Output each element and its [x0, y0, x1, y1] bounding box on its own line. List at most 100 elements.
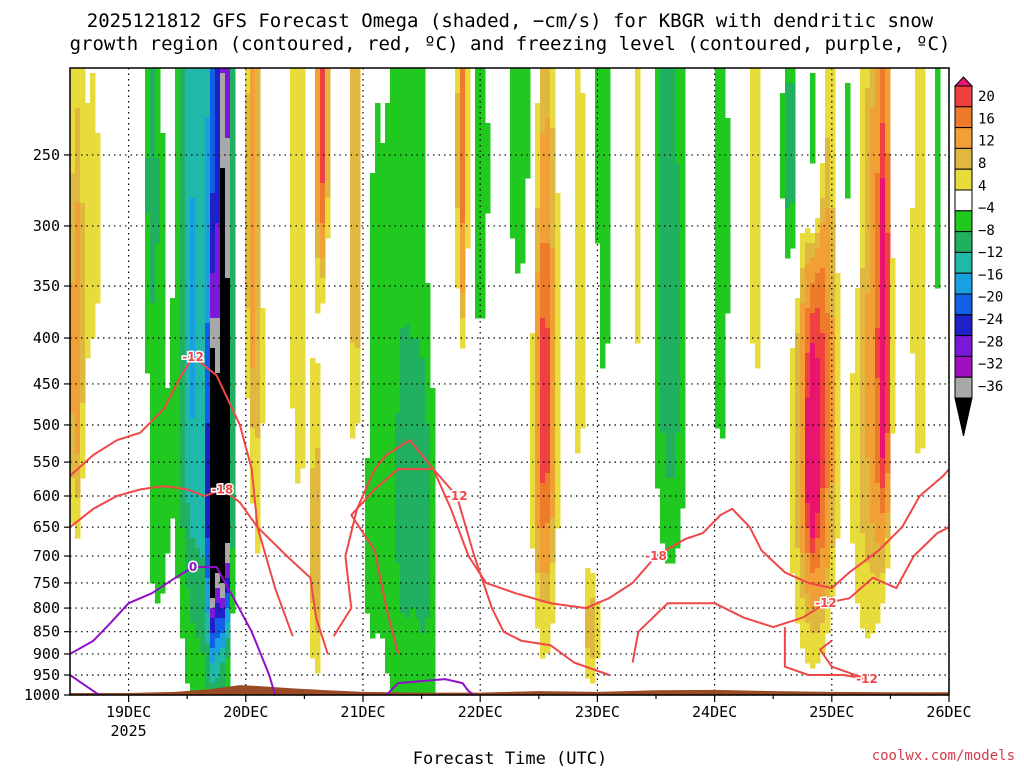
omega-cell [255, 308, 261, 314]
omega-cell [420, 478, 426, 484]
omega-cell [190, 208, 196, 214]
omega-cell [70, 413, 76, 419]
omega-cell [375, 433, 381, 439]
omega-cell [315, 483, 321, 489]
omega-cell [300, 438, 306, 444]
omega-cell [420, 603, 426, 609]
omega-cell [290, 403, 296, 409]
omega-cell [175, 88, 181, 94]
omega-cell [220, 598, 226, 604]
omega-cell [295, 83, 301, 89]
omega-cell [295, 418, 301, 424]
omega-cell [375, 543, 381, 549]
omega-cell [310, 528, 316, 534]
omega-cell [420, 513, 426, 519]
omega-cell [250, 118, 256, 124]
omega-cell [85, 153, 91, 159]
omega-cell [370, 403, 376, 409]
omega-cell [510, 73, 516, 79]
omega-cell [215, 493, 221, 499]
omega-cell [315, 183, 321, 189]
omega-cell [375, 203, 381, 209]
omega-cell [250, 188, 256, 194]
omega-cell [310, 503, 316, 509]
omega-cell [410, 528, 416, 534]
omega-cell [200, 338, 206, 344]
omega-cell [405, 163, 411, 169]
omega-cell [320, 233, 326, 239]
omega-cell [220, 68, 226, 74]
omega-cell [215, 623, 221, 629]
omega-cell [395, 478, 401, 484]
omega-cell [390, 428, 396, 434]
omega-cell [300, 193, 306, 199]
omega-cell [80, 123, 86, 129]
omega-cell [250, 163, 256, 169]
omega-cell [155, 298, 161, 304]
omega-cell [420, 328, 426, 334]
omega-cell [315, 163, 321, 169]
omega-cell [375, 353, 381, 359]
omega-cell [375, 553, 381, 559]
omega-cell [250, 293, 256, 299]
omega-cell [215, 573, 221, 579]
omega-cell [365, 523, 371, 529]
omega-cell [200, 163, 206, 169]
omega-cell [195, 508, 201, 514]
omega-cell [510, 193, 516, 199]
omega-cell [215, 123, 221, 129]
omega-cell [515, 213, 521, 219]
omega-cell [205, 263, 211, 269]
omega-cell [355, 243, 361, 249]
omega-cell [190, 678, 196, 684]
omega-cell [225, 468, 231, 474]
omega-cell [465, 73, 471, 79]
omega-cell [155, 308, 161, 314]
omega-cell [70, 493, 76, 499]
omega-cell [390, 663, 396, 669]
omega-cell [225, 218, 231, 224]
omega-cell [355, 163, 361, 169]
omega-cell [70, 153, 76, 159]
omega-cell [475, 213, 481, 219]
omega-cell [70, 218, 76, 224]
omega-shading [70, 68, 941, 695]
omega-cell [80, 218, 86, 224]
omega-cell [195, 118, 201, 124]
omega-cell [420, 608, 426, 614]
omega-cell [220, 203, 226, 209]
omega-cell [405, 653, 411, 659]
omega-cell [70, 258, 76, 264]
omega-cell [410, 358, 416, 364]
omega-cell [390, 548, 396, 554]
omega-cell [70, 288, 76, 294]
omega-cell [205, 458, 211, 464]
omega-cell [385, 498, 391, 504]
omega-cell [215, 593, 221, 599]
omega-cell [185, 98, 191, 104]
omega-cell [85, 148, 91, 154]
omega-cell [475, 73, 481, 79]
omega-cell [390, 288, 396, 294]
omega-cell [365, 578, 371, 584]
omega-cell [200, 358, 206, 364]
omega-cell [250, 288, 256, 294]
omega-cell [225, 633, 231, 639]
omega-cell [420, 393, 426, 399]
omega-cell [200, 498, 206, 504]
omega-cell [195, 673, 201, 679]
omega-cell [425, 378, 431, 384]
omega-cell [310, 388, 316, 394]
omega-cell [385, 538, 391, 544]
omega-cell [385, 513, 391, 519]
omega-cell [205, 403, 211, 409]
omega-cell [355, 123, 361, 129]
omega-cell [290, 388, 296, 394]
omega-cell [150, 413, 156, 419]
omega-cell [395, 193, 401, 199]
omega-cell [170, 398, 176, 404]
omega-cell [410, 138, 416, 144]
omega-cell [455, 203, 461, 209]
omega-cell [160, 173, 166, 179]
omega-cell [70, 228, 76, 234]
